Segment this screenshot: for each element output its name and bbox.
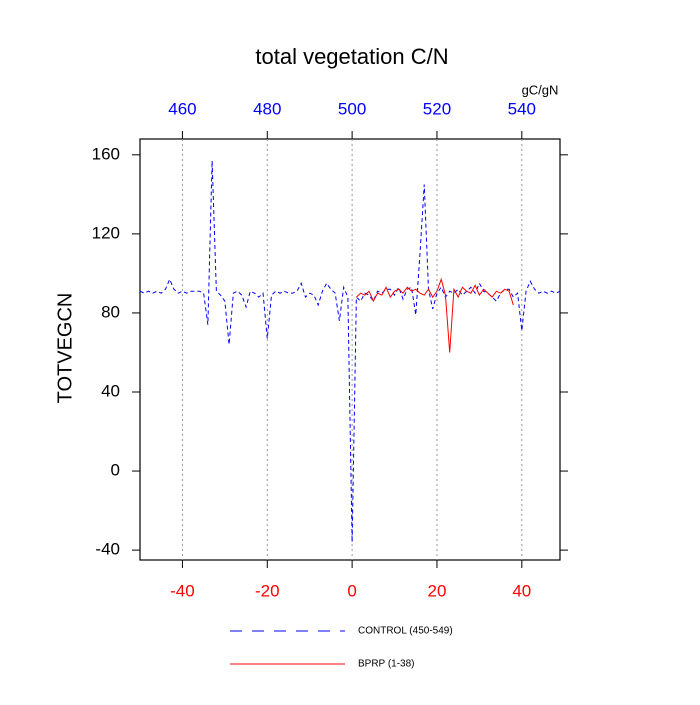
- x-tick-label: -40: [170, 581, 195, 600]
- legend-label: CONTROL (450-549): [358, 626, 453, 637]
- y-tick-label: -40: [95, 540, 120, 559]
- plot-frame: [139, 138, 561, 561]
- x2-axis-label: gC/gN: [522, 82, 559, 97]
- chart-title: total vegetation C/N: [255, 44, 448, 69]
- x-tick-label: 0: [347, 581, 356, 600]
- series-line: [356, 277, 514, 353]
- x2-tick-label: 540: [508, 99, 536, 118]
- y-axis-label: TOTVEGCN: [54, 293, 76, 404]
- x2-tick-label: 460: [168, 99, 196, 118]
- x-tick-label: -20: [255, 581, 280, 600]
- legend-label: BPRP (1-38): [358, 659, 415, 670]
- y-tick-label: 40: [101, 381, 120, 400]
- y-tick-label: 0: [111, 461, 120, 480]
- x2-tick-label: 500: [338, 99, 366, 118]
- y-tick-label: 120: [92, 223, 120, 242]
- x-tick-label: 20: [428, 581, 447, 600]
- y-tick-label: 80: [101, 302, 120, 321]
- x-tick-label: 40: [512, 581, 531, 600]
- x2-tick-label: 480: [253, 99, 281, 118]
- y-tick-label: 160: [92, 144, 120, 163]
- x2-tick-label: 520: [423, 99, 451, 118]
- series-line: [139, 160, 561, 543]
